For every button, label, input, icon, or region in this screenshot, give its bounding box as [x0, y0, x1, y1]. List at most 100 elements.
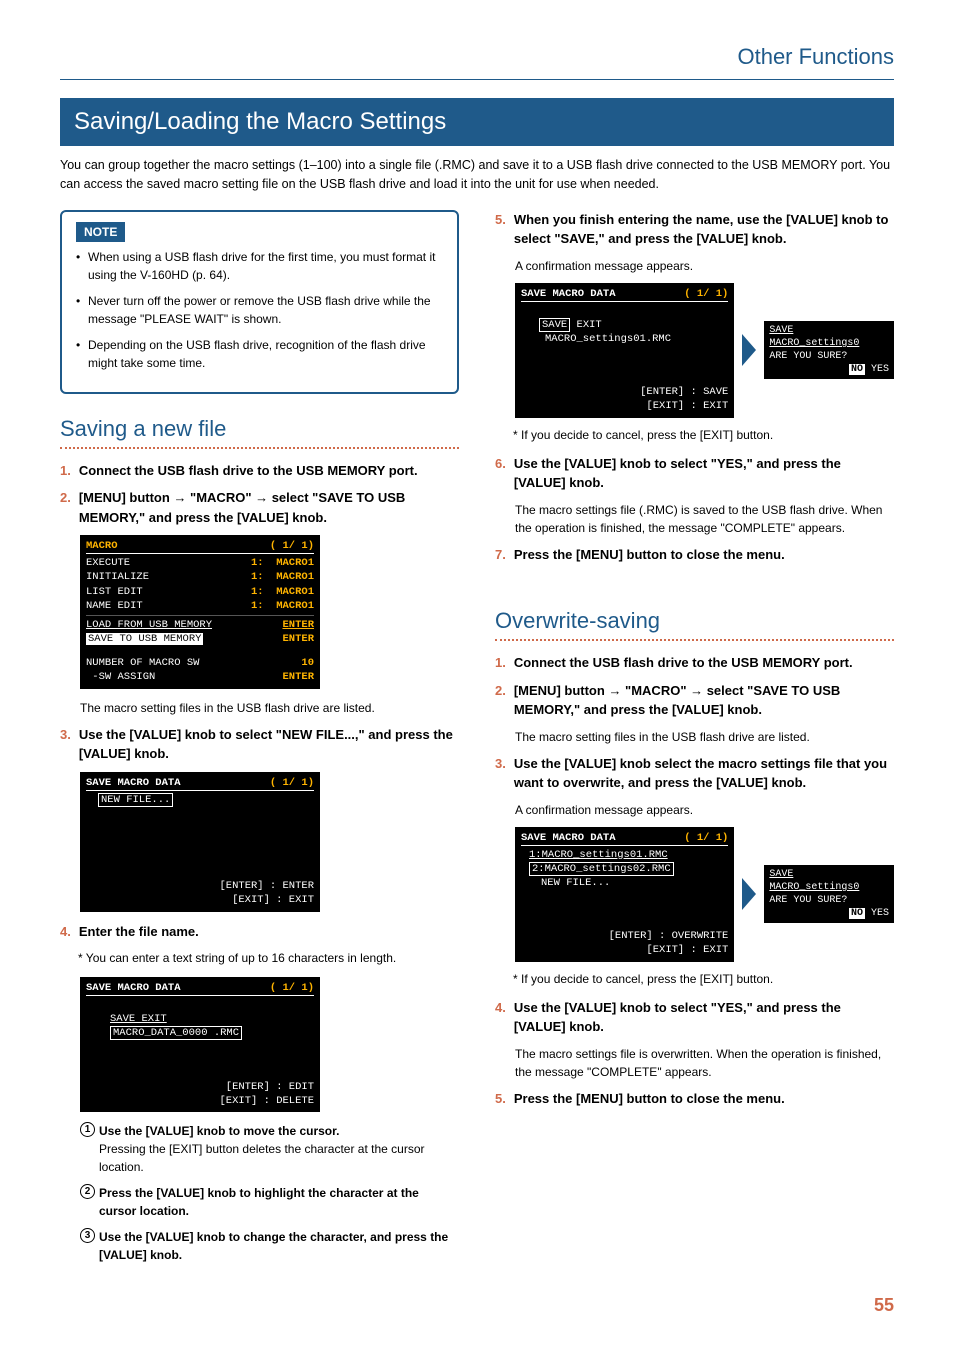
- step-number: 3.: [495, 754, 506, 793]
- scr-cell: LOAD FROM USB MEMORY: [86, 618, 212, 632]
- dotted-rule: [495, 639, 894, 641]
- device-screenshot-macro-menu: MACRO ( 1/ 1) EXECUTE 1: MACRO1 INITIALIZE…: [80, 535, 320, 689]
- scr-cell: 10: [301, 656, 314, 670]
- scr-footer: [EXIT] : EXIT: [609, 943, 729, 957]
- scr-title: SAVE MACRO DATA: [521, 287, 616, 301]
- footnote: If you decide to cancel, press the [EXIT…: [513, 970, 894, 988]
- note-item: Depending on the USB flash drive, recogn…: [76, 336, 443, 372]
- note-box: NOTE When using a USB flash drive for th…: [60, 210, 459, 394]
- scr-page: ( 1/ 1): [270, 539, 314, 553]
- step-number: 6.: [495, 454, 506, 493]
- step-text: When you finish entering the name, use t…: [514, 210, 894, 249]
- step-text: Connect the USB flash drive to the USB M…: [79, 461, 459, 481]
- scr-page: ( 1/ 1): [270, 981, 314, 995]
- confirm-line: ARE YOU SURE?: [769, 894, 889, 907]
- circled-number: 2: [80, 1184, 95, 1199]
- scr-cell: ENTER: [282, 632, 314, 646]
- step-subtext: A confirmation message appears.: [515, 801, 894, 819]
- page-title: Saving/Loading the Macro Settings: [60, 98, 894, 146]
- step-text: Press the [MENU] button to close the men…: [514, 1089, 894, 1109]
- step-text: Enter the file name.: [79, 922, 459, 942]
- step-subtext: The macro setting files in the USB flash…: [80, 699, 459, 717]
- arrow-icon: [742, 878, 756, 910]
- confirm-dialog: SAVE MACRO_settings0 ARE YOU SURE? NO YE…: [764, 865, 894, 923]
- scr-title: MACRO: [86, 539, 118, 553]
- device-screenshot-filename: SAVE MACRO DATA( 1/ 1) SAVE EXIT MACRO_D…: [80, 977, 320, 1112]
- scr-title: SAVE MACRO DATA: [521, 831, 616, 845]
- step-number: 3.: [60, 725, 71, 764]
- step-fragment: [MENU] button: [514, 683, 609, 698]
- step-subtext: The macro settings file (.RMC) is saved …: [515, 501, 894, 537]
- step-text: [MENU] button → "MACRO" → select "SAVE T…: [514, 681, 894, 720]
- dotted-rule: [60, 447, 459, 449]
- scr-selected: NEW FILE...: [98, 793, 173, 807]
- scr-selected: SAVE: [539, 318, 570, 332]
- scr-footer: [EXIT] : EXIT: [640, 399, 728, 413]
- section-heading: Overwrite-saving: [495, 604, 894, 637]
- step-number: 2.: [60, 488, 71, 527]
- note-item: Never turn off the power or remove the U…: [76, 292, 443, 328]
- substep-text: Press the [VALUE] knob to highlight the …: [99, 1186, 419, 1218]
- confirm-line: SAVE MACRO_settings0: [769, 868, 889, 894]
- scr-footer: [ENTER] : SAVE: [640, 385, 728, 399]
- step-number: 5.: [495, 210, 506, 249]
- scr-footer: [EXIT] : DELETE: [219, 1094, 314, 1108]
- scr-cell: INITIALIZE: [86, 570, 149, 584]
- scr-cell: NUMBER OF MACRO SW: [86, 656, 199, 670]
- scr-cell: LIST EDIT: [86, 585, 143, 599]
- circled-number: 3: [80, 1228, 95, 1243]
- confirm-line: SAVE MACRO_settings0: [769, 324, 889, 350]
- confirm-yes: YES: [871, 908, 889, 919]
- substep-subtext: Pressing the [EXIT] button deletes the c…: [99, 1142, 425, 1174]
- scr-page: ( 1/ 1): [270, 776, 314, 790]
- confirm-line: ARE YOU SURE?: [769, 350, 889, 363]
- right-column: 5. When you finish entering the name, us…: [495, 210, 894, 1273]
- scr-cell: 1: MACRO1: [251, 585, 314, 599]
- step-fragment: [MENU] button: [79, 490, 174, 505]
- device-screenshot-overwrite: SAVE MACRO DATA( 1/ 1) 1:MACRO_settings0…: [515, 827, 734, 962]
- note-item: When using a USB flash drive for the fir…: [76, 248, 443, 284]
- scr-footer: [EXIT] : EXIT: [219, 893, 314, 907]
- step-fragment: "MACRO": [186, 490, 255, 505]
- step-number: 2.: [495, 681, 506, 720]
- footnote: You can enter a text string of up to 16 …: [78, 949, 459, 967]
- scr-row: SAVE EXIT: [110, 1013, 167, 1025]
- confirm-yes: YES: [871, 364, 889, 375]
- scr-cell: ENTER: [282, 670, 314, 684]
- scr-cell: EXIT: [577, 319, 602, 331]
- step-text: Press the [MENU] button to close the men…: [514, 545, 894, 565]
- footnote: If you decide to cancel, press the [EXIT…: [513, 426, 894, 444]
- page-number: 55: [60, 1292, 894, 1319]
- scr-cell: 1: MACRO1: [251, 570, 314, 584]
- scr-row: 1:MACRO_settings01.RMC: [529, 848, 728, 862]
- intro-text: You can group together the macro setting…: [60, 156, 894, 194]
- scr-footer: [ENTER] : OVERWRITE: [609, 929, 729, 943]
- scr-filename: MACRO_settings01.RMC: [545, 333, 671, 345]
- scr-cell: 1: MACRO1: [251, 556, 314, 570]
- step-text: [MENU] button → "MACRO" → select "SAVE T…: [79, 488, 459, 527]
- scr-cell: EXECUTE: [86, 556, 130, 570]
- scr-footer: [ENTER] : ENTER: [219, 879, 314, 893]
- step-subtext: The macro setting files in the USB flash…: [515, 728, 894, 746]
- left-column: NOTE When using a USB flash drive for th…: [60, 210, 459, 1273]
- substep-text: Use the [VALUE] knob to change the chara…: [99, 1230, 448, 1262]
- step-subtext: A confirmation message appears.: [515, 257, 894, 275]
- scr-title: SAVE MACRO DATA: [86, 981, 181, 995]
- note-badge: NOTE: [76, 222, 125, 242]
- confirm-no: NO: [849, 364, 865, 375]
- substep-text: Use the [VALUE] knob to move the cursor.: [99, 1124, 339, 1138]
- step-text: Use the [VALUE] knob to select "NEW FILE…: [79, 725, 459, 764]
- scr-selected: 2:MACRO_settings02.RMC: [529, 862, 674, 876]
- confirm-no: NO: [849, 908, 865, 919]
- header-breadcrumb: Other Functions: [60, 40, 894, 80]
- step-number: 7.: [495, 545, 506, 565]
- step-text: Use the [VALUE] knob select the macro se…: [514, 754, 894, 793]
- step-text: Connect the USB flash drive to the USB M…: [514, 653, 894, 673]
- step-number: 5.: [495, 1089, 506, 1109]
- confirm-dialog: SAVE MACRO_settings0 ARE YOU SURE? NO YE…: [764, 321, 894, 379]
- step-number: 1.: [60, 461, 71, 481]
- scr-cell: -SW ASSIGN: [86, 670, 155, 684]
- scr-footer: [ENTER] : EDIT: [219, 1080, 314, 1094]
- step-text: Use the [VALUE] knob to select "YES," an…: [514, 454, 894, 493]
- step-number: 1.: [495, 653, 506, 673]
